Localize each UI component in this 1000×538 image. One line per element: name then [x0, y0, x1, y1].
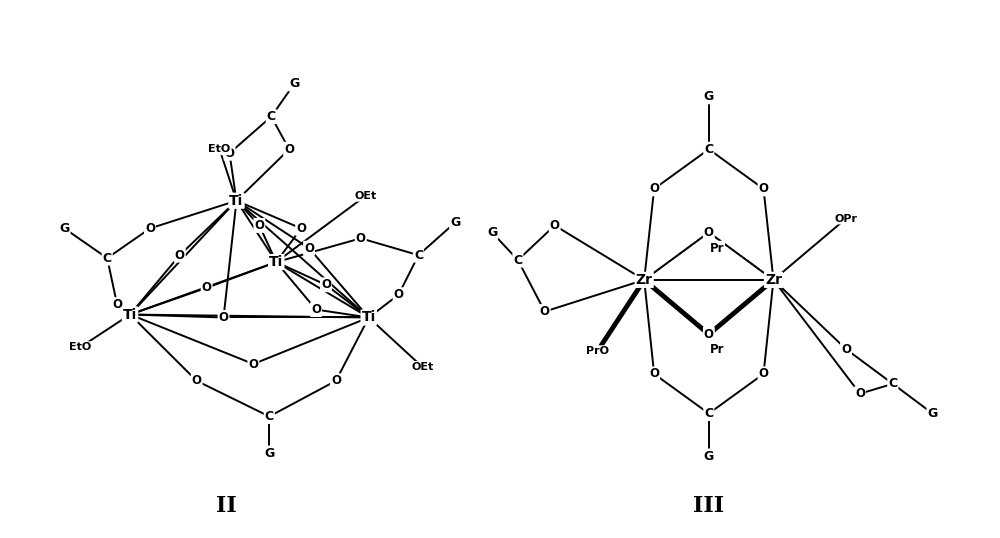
Text: O: O: [304, 242, 314, 254]
Text: II: II: [216, 494, 237, 516]
Text: O: O: [841, 343, 851, 356]
Text: Zr: Zr: [636, 273, 653, 287]
Text: G: G: [704, 450, 714, 463]
Text: O: O: [704, 328, 714, 341]
Text: Pr: Pr: [710, 343, 724, 356]
Text: Ti: Ti: [229, 194, 244, 208]
Text: C: C: [704, 143, 713, 155]
Text: O: O: [248, 358, 258, 371]
Text: O: O: [284, 143, 294, 155]
Text: O: O: [855, 387, 865, 400]
Text: Ti: Ti: [362, 310, 376, 324]
Text: G: G: [289, 77, 299, 90]
Text: O: O: [759, 182, 769, 195]
Text: PrO: PrO: [586, 346, 609, 356]
Text: O: O: [649, 367, 659, 380]
Text: OEt: OEt: [355, 191, 377, 201]
Text: Ti: Ti: [123, 308, 137, 322]
Text: O: O: [254, 219, 264, 232]
Text: O: O: [112, 298, 122, 311]
Text: O: O: [759, 367, 769, 380]
Text: O: O: [704, 226, 714, 239]
Text: C: C: [704, 407, 713, 420]
Text: O: O: [296, 222, 306, 235]
Text: C: C: [267, 110, 276, 123]
Text: C: C: [414, 249, 423, 261]
Text: O: O: [175, 249, 185, 261]
Text: O: O: [649, 182, 659, 195]
Text: O: O: [356, 232, 366, 245]
Text: C: C: [888, 377, 897, 390]
Text: O: O: [321, 278, 331, 292]
Text: Ti: Ti: [269, 255, 283, 269]
Text: O: O: [225, 147, 235, 160]
Text: G: G: [487, 226, 497, 239]
Text: G: G: [264, 447, 274, 459]
Text: C: C: [513, 253, 522, 267]
Text: O: O: [192, 374, 202, 387]
Text: O: O: [202, 281, 212, 294]
Text: EtO: EtO: [208, 144, 231, 154]
Text: O: O: [394, 288, 404, 301]
Text: O: O: [331, 374, 341, 387]
Text: OEt: OEt: [411, 362, 434, 372]
Text: C: C: [103, 252, 112, 265]
Text: O: O: [550, 219, 560, 232]
Text: O: O: [219, 311, 229, 324]
Text: C: C: [265, 410, 274, 423]
Text: G: G: [927, 407, 938, 420]
Text: Zr: Zr: [765, 273, 782, 287]
Text: EtO: EtO: [69, 342, 91, 352]
Text: OPr: OPr: [835, 214, 858, 223]
Text: O: O: [540, 305, 550, 318]
Text: Pr: Pr: [710, 242, 724, 254]
Text: O: O: [145, 222, 155, 235]
Text: G: G: [59, 222, 70, 235]
Text: G: G: [450, 216, 460, 229]
Text: O: O: [311, 303, 321, 316]
Text: G: G: [704, 90, 714, 103]
Text: III: III: [693, 494, 724, 516]
